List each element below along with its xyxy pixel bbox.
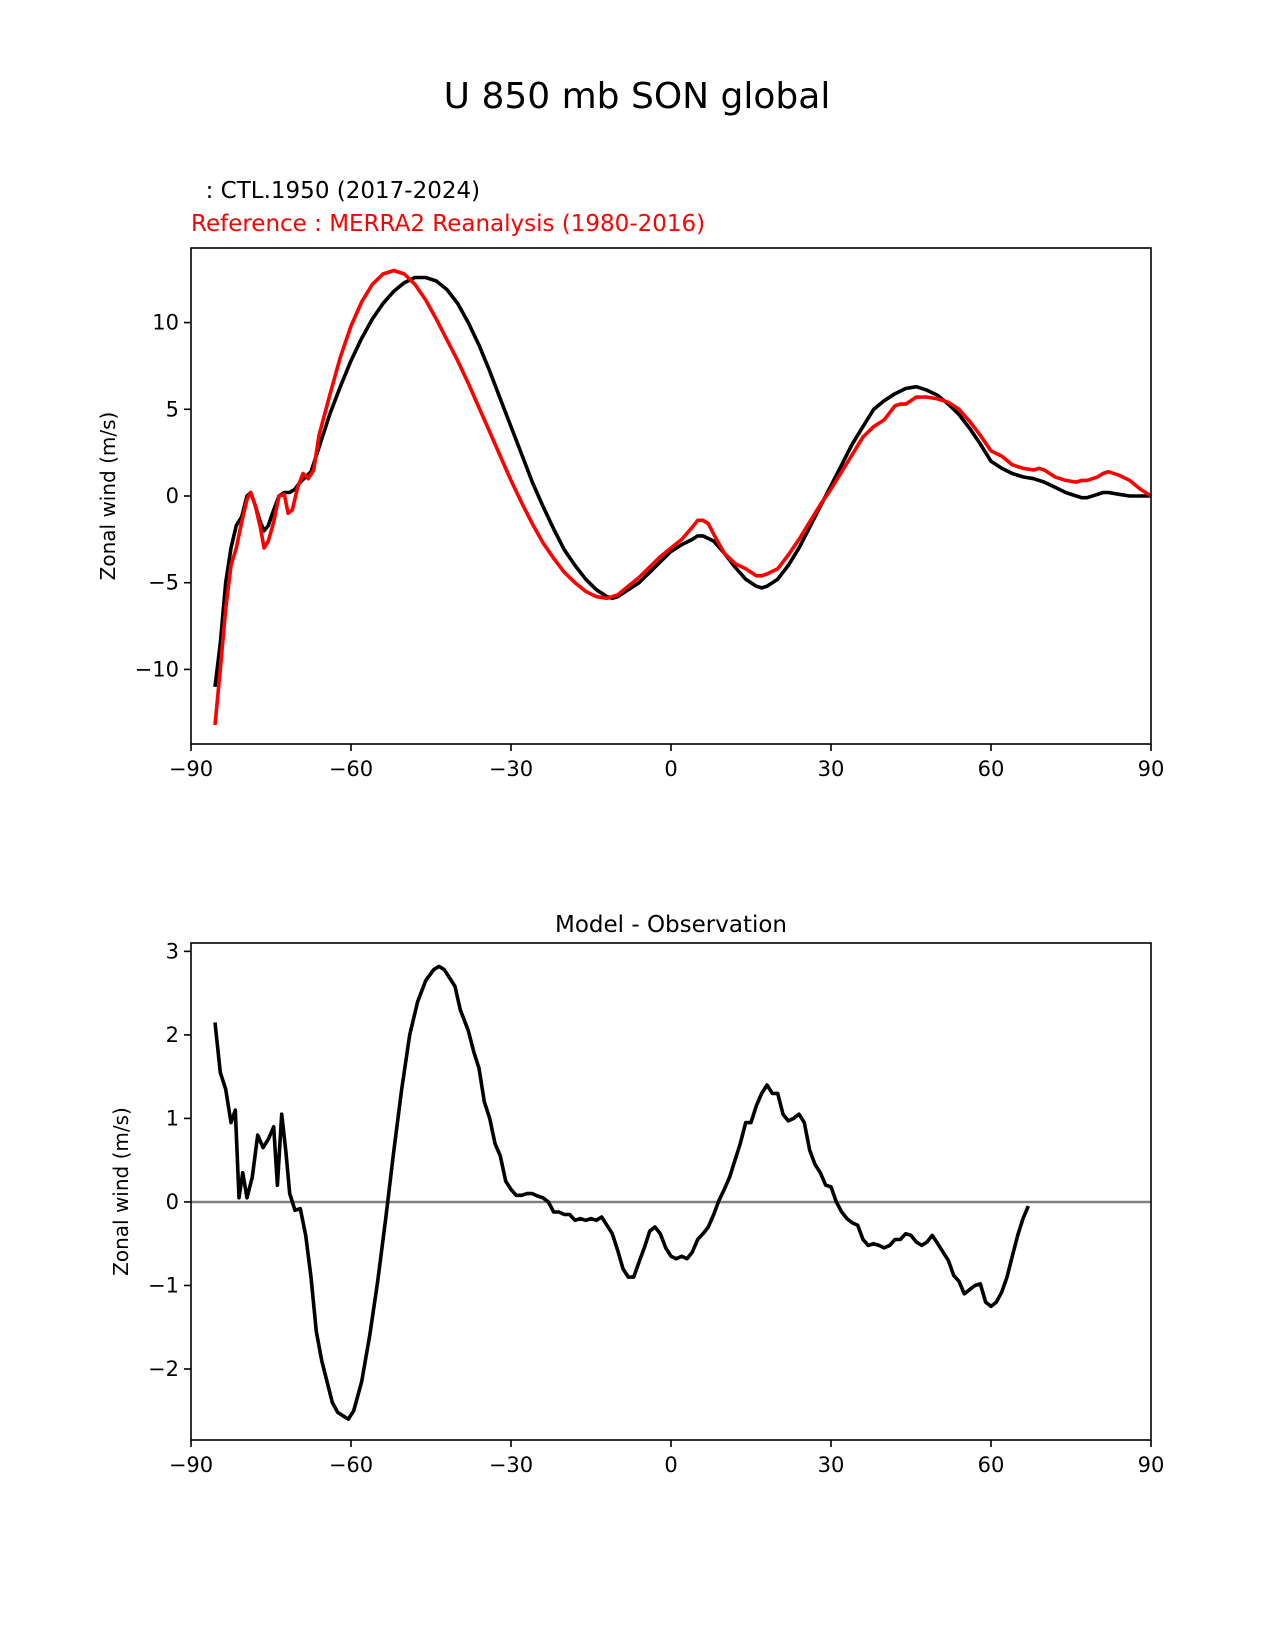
bottom-chart: Model - Observation −90 −60 −30 0 30 60 90 −2 −1 0… — [109, 912, 1164, 1477]
y-tick-label: 0 — [166, 1190, 179, 1214]
top-chart: −90 −60 −30 0 30 60 90 −10 −5 0 5 10 Zonal wind (m/s… — [96, 247, 1165, 781]
x-tick-label: 60 — [978, 1453, 1005, 1477]
series-line-reference — [213, 268, 1151, 726]
x-tick-label: 30 — [818, 757, 845, 781]
x-tick-label: −90 — [169, 757, 213, 781]
y-tick-label: 1 — [166, 1106, 179, 1130]
plot-frame — [190, 942, 1152, 1441]
reference-label: Reference : MERRA2 Reanalysis (1980-2016… — [191, 211, 705, 237]
x-tick-label: −30 — [489, 757, 533, 781]
x-tick-label: 90 — [1138, 757, 1165, 781]
figure-title: U 850 mb SON global — [444, 76, 831, 117]
x-tick-label: 60 — [978, 757, 1005, 781]
y-tick-label: 5 — [166, 397, 179, 421]
model-label: : CTL.1950 (2017-2024) — [191, 178, 480, 204]
x-tick-label: 0 — [664, 1453, 677, 1477]
x-tick-label: 0 — [664, 757, 677, 781]
series-line-difference — [213, 964, 1030, 1421]
y-tick-label: −1 — [148, 1273, 179, 1297]
y-axis-label: Zonal wind (m/s) — [96, 412, 120, 581]
y-tick-label: 10 — [152, 311, 179, 335]
y-tick-label: 3 — [166, 939, 179, 963]
x-tick-label: −60 — [329, 757, 373, 781]
y-tick-label: 0 — [166, 484, 179, 508]
y-axis-label: Zonal wind (m/s) — [109, 1107, 133, 1276]
y-tick-label: −2 — [148, 1357, 179, 1381]
x-tick-label: −30 — [489, 1453, 533, 1477]
x-tick-label: 30 — [818, 1453, 845, 1477]
panel-title: Model - Observation — [555, 912, 787, 938]
x-tick-label: −60 — [329, 1453, 373, 1477]
y-tick-label: 2 — [166, 1023, 179, 1047]
plot-frame — [190, 247, 1152, 745]
y-tick-label: −10 — [135, 657, 179, 681]
x-tick-label: −90 — [169, 1453, 213, 1477]
y-tick-label: −5 — [148, 571, 179, 595]
series-line-model — [213, 275, 1151, 688]
x-tick-label: 90 — [1138, 1453, 1165, 1477]
